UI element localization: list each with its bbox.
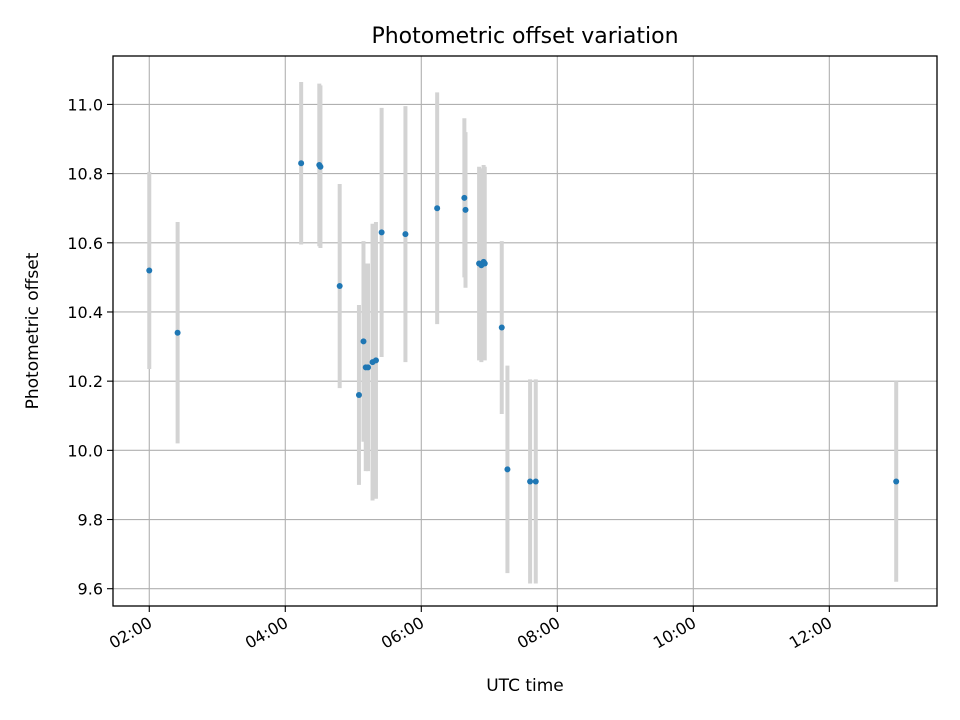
y-tick-label: 10.4 (67, 303, 103, 322)
tick-layer: 02:00 04:00 06:00 08:00 10:00 12:009.69.810.0… (67, 95, 835, 652)
data-point (336, 283, 343, 290)
data-point (462, 206, 469, 213)
y-tick-label: 10.2 (67, 372, 103, 391)
data-point (298, 160, 305, 167)
data-point (360, 338, 367, 345)
data-point (504, 466, 511, 473)
y-tick-label: 10.0 (67, 441, 103, 460)
data-point (317, 163, 324, 170)
data-point (461, 194, 468, 201)
data-point (893, 478, 900, 485)
data-point (355, 391, 362, 398)
y-tick-label: 10.8 (67, 165, 103, 184)
data-point (527, 478, 534, 485)
data-point (146, 267, 153, 274)
chart-title: Photometric offset variation (371, 24, 678, 49)
data-point (365, 364, 372, 371)
plot-frame (112, 55, 938, 607)
data-point (378, 229, 385, 236)
data-point (434, 205, 441, 212)
point-layer (146, 160, 900, 485)
data-point (481, 260, 488, 267)
y-tick-label: 11.0 (67, 95, 103, 114)
data-point (532, 478, 539, 485)
y-tick-label: 9.6 (78, 580, 103, 599)
x-axis-label: UTC time (486, 676, 564, 696)
data-point (498, 324, 505, 331)
data-point (372, 357, 379, 364)
data-point (402, 231, 409, 238)
y-tick-label: 10.6 (67, 234, 103, 253)
data-point (174, 329, 181, 336)
y-axis-label: Photometric offset (23, 252, 43, 409)
grid-layer (113, 56, 937, 606)
y-tick-label: 9.8 (78, 511, 103, 530)
